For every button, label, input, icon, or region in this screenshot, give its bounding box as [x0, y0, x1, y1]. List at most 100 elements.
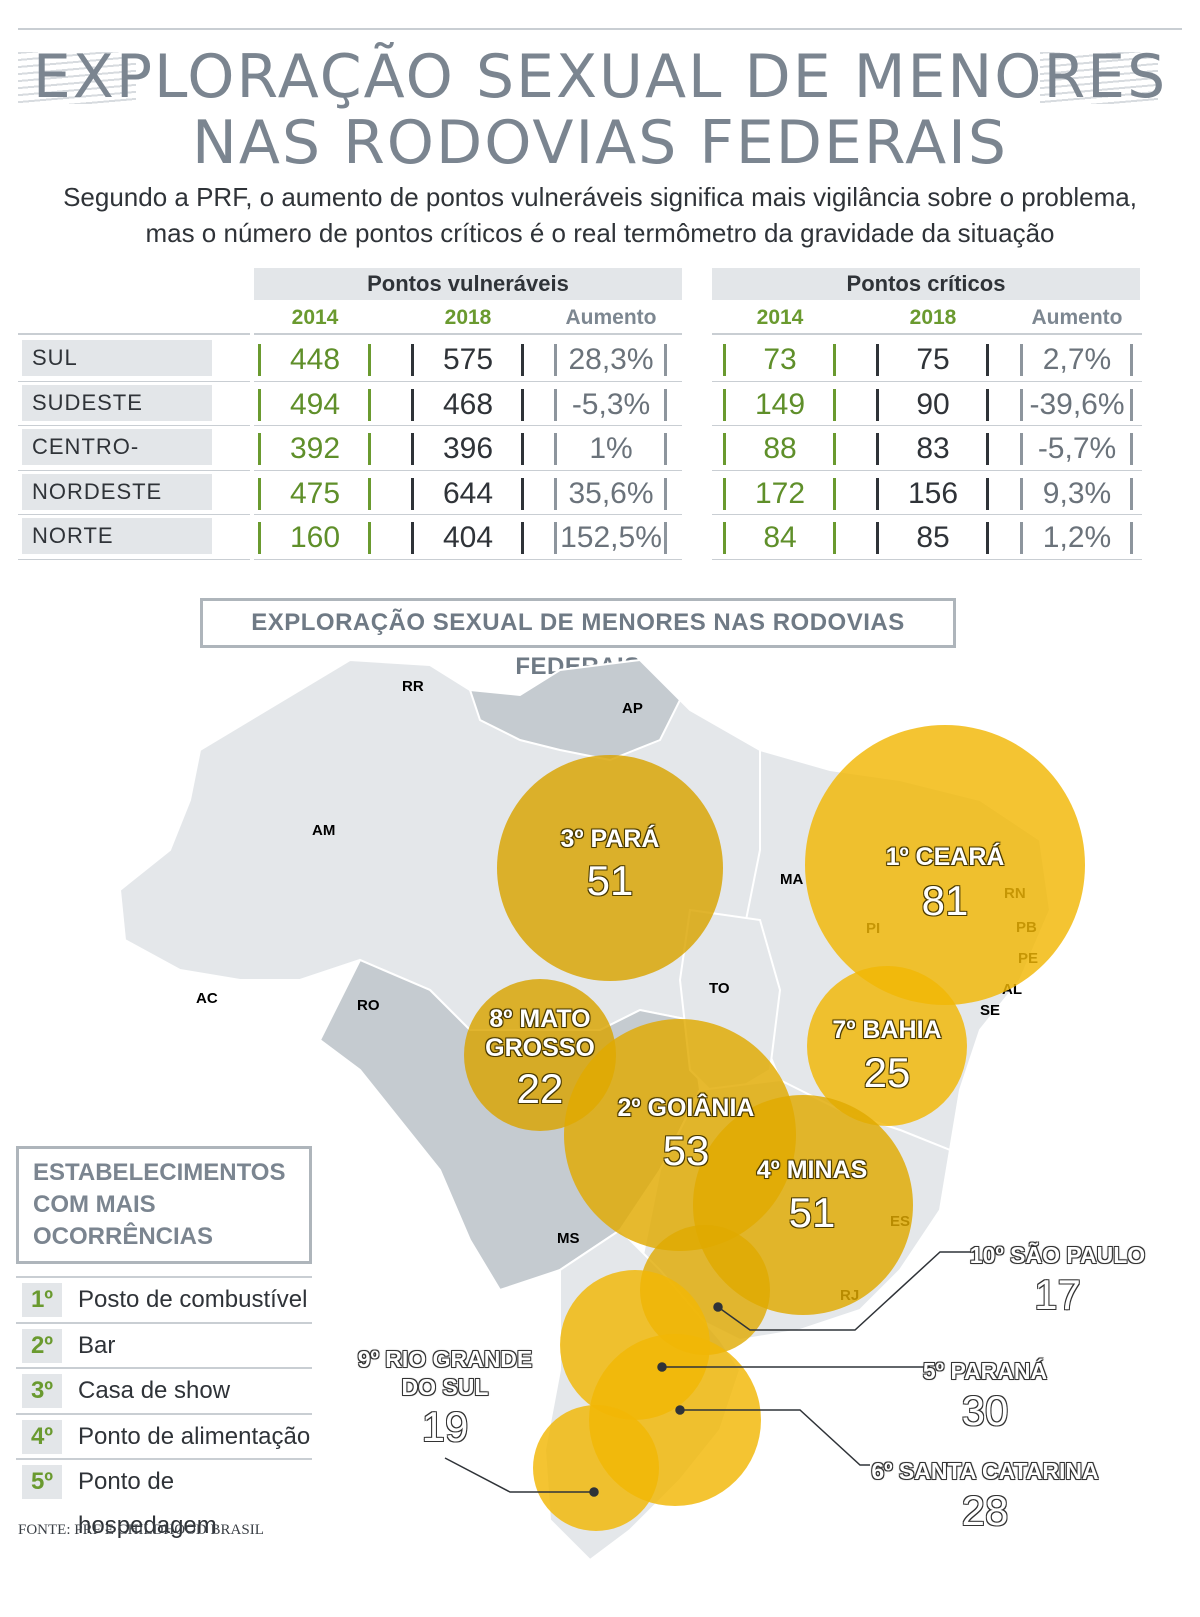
cell-c2014: 73 [763, 343, 797, 376]
list-item: 4º Ponto de alimentação [16, 1412, 312, 1459]
cell-c2018: 83 [916, 432, 950, 465]
cell-divider [1020, 388, 1023, 421]
brazil-map: RR AP AM MA PI RN PB PE AL SE AC RO TO M… [118, 658, 1085, 1562]
cell-c2014: 88 [763, 432, 797, 465]
bubble-value-para: 51 [586, 857, 634, 904]
cell-divider [986, 344, 989, 376]
leader-lines [444, 1251, 975, 1497]
row-rule [712, 514, 1142, 515]
row-rule [254, 514, 682, 515]
cell-divider [258, 433, 261, 465]
cell-divider [258, 344, 261, 376]
list-item: 3º Casa de show [16, 1367, 312, 1413]
cell-divider [723, 522, 726, 554]
region-label: CENTRO-OESTE [22, 429, 212, 495]
cell-vinc: 152,5% [560, 521, 662, 554]
cell-divider [664, 522, 667, 554]
row-rule [18, 380, 250, 382]
col-2018-vulneraveis: 2018 [444, 306, 492, 329]
cell-cinc: -39,6% [1029, 387, 1125, 421]
cell-vinc: 1% [589, 432, 633, 465]
top-rule [18, 28, 1182, 30]
cell-divider [368, 522, 371, 554]
cell-divider [258, 477, 261, 510]
region-label: NORTE [22, 518, 212, 554]
cell-divider [664, 344, 667, 376]
header-rule [18, 333, 250, 335]
header-rule [712, 333, 1142, 335]
cell-c2014: 149 [754, 387, 806, 421]
bubble-para [497, 755, 723, 981]
cell-vinc: -5,3% [571, 387, 651, 421]
cell-divider [723, 433, 726, 465]
state-label-ro: RO [357, 997, 380, 1014]
region-label: SUL [22, 340, 212, 376]
cell-v2014: 475 [289, 476, 341, 510]
subtitle-line1: Segundo a PRF, o aumento de pontos vulne… [63, 182, 1137, 212]
cell-divider [521, 477, 524, 510]
cell-v2014: 448 [289, 343, 341, 376]
group-header-vulneraveis: Pontos vulneráveis [254, 268, 682, 300]
list-item: 5º Ponto de hospedagem [16, 1458, 312, 1539]
cell-c2018: 156 [907, 476, 959, 510]
cell-divider [1020, 433, 1023, 465]
cell-c2018: 75 [916, 343, 950, 376]
cell-divider [411, 344, 414, 376]
cell-divider [986, 522, 989, 554]
cell-divider [664, 477, 667, 510]
cell-cinc: -5,7% [1037, 432, 1117, 465]
label-rio-grande-do-sul: 9º RIO GRANDE [357, 1346, 533, 1372]
cell-divider [368, 477, 371, 510]
cell-divider [876, 477, 879, 510]
cell-divider [411, 522, 414, 554]
cell-vinc: 35,6% [568, 476, 654, 510]
cell-divider [986, 477, 989, 510]
cell-divider [1020, 522, 1023, 554]
cell-divider [833, 477, 836, 510]
cell-divider [1130, 477, 1133, 510]
bubble-value-mato-grosso: 22 [516, 1065, 564, 1112]
cell-v2014: 392 [289, 432, 341, 465]
cell-divider [554, 522, 557, 554]
cell-divider [876, 433, 879, 465]
cell-divider [368, 344, 371, 376]
cell-divider [1020, 477, 1023, 510]
cell-divider [876, 344, 879, 376]
establishments-heading-line2: COM MAIS [33, 1191, 156, 1218]
cell-divider [833, 433, 836, 465]
leader-rio-grande-do-sul [444, 1457, 594, 1493]
cell-divider [723, 388, 726, 421]
state-label-ms: MS [557, 1230, 580, 1247]
col-aumento-criticos: Aumento [1031, 306, 1123, 329]
cell-divider [723, 344, 726, 376]
cell-divider [554, 433, 557, 465]
state-label-am: AM [312, 822, 335, 839]
cell-v2018: 644 [442, 476, 494, 510]
cell-divider [368, 433, 371, 465]
list-item: 2º Bar [16, 1321, 312, 1368]
col-2014-criticos: 2014 [756, 306, 804, 329]
bubble-value-bahia: 25 [863, 1049, 911, 1096]
bubble-label-para: 3º PARÁ [560, 825, 660, 853]
state-label-ac: AC [196, 990, 218, 1007]
row-rule [712, 469, 1142, 471]
row-rule [18, 425, 250, 426]
cell-divider [521, 344, 524, 376]
bubble-label-goiania: 2º GOIÂNIA [617, 1094, 755, 1122]
rank-badge: 2º [22, 1328, 62, 1363]
leader-sao-paulo [717, 1251, 975, 1331]
cell-v2018: 396 [442, 432, 494, 465]
cell-divider [521, 388, 524, 421]
establishments-heading-line1: ESTABELECIMENTOS [33, 1159, 286, 1186]
establishment-label: Posto de combustível [78, 1286, 308, 1313]
cell-cinc: 9,3% [1042, 476, 1112, 510]
cell-divider [521, 433, 524, 465]
row-rule [254, 469, 682, 471]
cell-divider [833, 522, 836, 554]
bubble-ceara [805, 725, 1085, 1005]
row-rule [712, 380, 1142, 382]
state-label-ap: AP [622, 700, 643, 717]
row-rule [712, 558, 1142, 560]
page-title-line1: EXPLORAÇÃO SEXUAL DE MENORES [32, 42, 1168, 112]
group-header-criticos: Pontos críticos [712, 268, 1140, 300]
